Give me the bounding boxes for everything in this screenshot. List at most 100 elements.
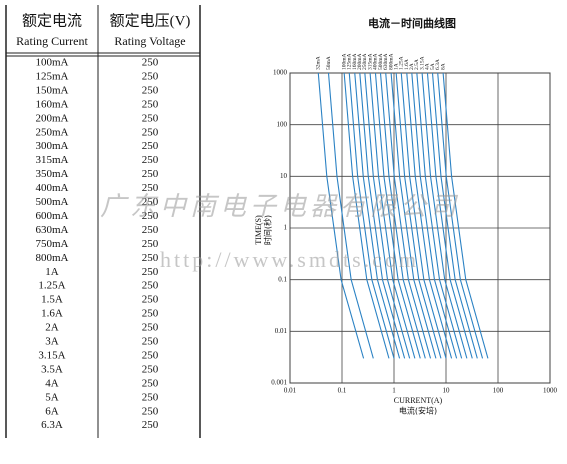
fuse-curve [406,72,453,359]
curve-label: 2A [409,63,415,70]
curve-label: 1.25A [399,56,405,70]
curve-label: 800mA [388,53,394,70]
y-tick-label: 10 [280,172,288,180]
table-cell: 315mA [36,154,69,166]
fuse-curve [369,72,416,359]
fuse-curve [374,72,421,359]
table-cell: 160mA [36,98,69,110]
table-cell: 5A [45,391,59,403]
curve-label: 400mA [373,53,379,70]
curve-label: 250mA [362,53,368,70]
table-cell: 250 [142,377,159,389]
fuse-curve [348,72,395,359]
chart-title: 电流－时间曲线图 [368,16,456,30]
y-axis-label: TIME(S) [254,215,263,245]
fuse-curve [395,72,442,359]
table-cell: 250 [142,98,159,110]
fuse-curve [327,72,374,359]
table-cell: 6.3A [41,419,63,431]
fuse-curve [426,72,473,359]
table-cell: 250 [142,336,159,348]
curve-label: 2.5A [414,59,420,70]
table-cell: 250mA [36,126,69,138]
curve-label: 8A [440,63,446,70]
table-cell: 250 [142,308,159,320]
curve-label: 3.15A [419,56,425,70]
table-cell: 250 [142,196,159,208]
curve-label: 500mA [378,53,384,70]
table-cell: 250 [142,280,159,292]
table-cell: 250 [142,154,159,166]
table-cell: 250 [142,70,159,82]
fuse-curve [343,72,390,359]
table-cell: 400mA [36,182,69,194]
curve-label: 125mA [347,53,353,70]
fuse-curve [390,72,437,359]
y-tick-label: 1 [284,224,288,232]
curve-label: 100mA [341,53,347,70]
table-cell: 250 [142,419,159,431]
table-cell: 250 [142,391,159,403]
x-tick-label: 0.1 [338,387,347,395]
x-tick-label: 100 [493,387,504,395]
table-cell: 200mA [36,112,69,124]
curve-label: 5A [430,63,436,70]
table-cell: 1.6A [41,308,63,320]
table-cell: 250 [142,252,159,264]
fuse-curve [354,72,401,359]
fuse-curve [379,72,426,359]
watermark: 广东中南电子电器有限公司 [100,192,460,222]
fuse-curve [421,72,468,359]
curve-label: 160mA [352,53,358,70]
curve-label: 1.6A [404,59,410,70]
header-cell: 额定电流 [22,12,82,29]
watermark: http://www.smdts.com [160,247,419,272]
table-cell: 250 [142,224,159,236]
table-cell: 500mA [36,196,69,208]
fuse-curve [411,72,458,359]
table-cell: 250 [142,168,159,180]
table-cell: 300mA [36,140,69,152]
curve-label: 4A [425,63,431,70]
table-cell: 250 [142,238,159,250]
table-cell: 350mA [36,168,69,180]
table-cell: 250 [142,322,159,334]
y-tick-label: 100 [277,120,288,128]
table-cell: 250 [142,210,159,222]
fuse-curve [416,72,463,359]
curve-label: 315mA [367,53,373,70]
curve-label: 6.3A [435,59,441,70]
table-cell: 6A [45,405,59,417]
table-cell: 250 [142,126,159,138]
fuse-curve [437,72,484,359]
x-tick-label: 1000 [543,387,558,395]
table-cell: 1.5A [41,294,63,306]
table-cell: 250 [142,363,159,375]
table-cell: 600mA [36,210,69,222]
fuse-curve [431,72,478,359]
x-tick-label: 1 [392,387,396,395]
curve-label: 200mA [357,53,363,70]
x-tick-label: 10 [443,387,451,395]
x-axis-label-cn: 电流(安培) [399,406,437,416]
table-cell: 250 [142,140,159,152]
y-axis-label-cn: 时间(秒) [263,215,273,245]
x-tick-label: 0.01 [284,387,297,395]
table-cell: 800mA [36,252,69,264]
table-cell: 1A [45,266,59,278]
table-cell: 150mA [36,84,69,96]
table-cell: 3.15A [38,349,65,361]
header-cell: Rating Voltage [114,34,185,48]
curve-label: 630mA [383,53,389,70]
fuse-curve [385,72,432,359]
table-cell: 250 [142,182,159,194]
table-cell: 4A [45,377,59,389]
table-cell: 250 [142,57,159,69]
table-cell: 3.5A [41,363,63,375]
curve-label: 50mA [326,56,332,70]
curve-label: 1A [393,63,399,70]
table-cell: 1.25A [38,280,65,292]
y-tick-label: 0.01 [275,327,288,335]
